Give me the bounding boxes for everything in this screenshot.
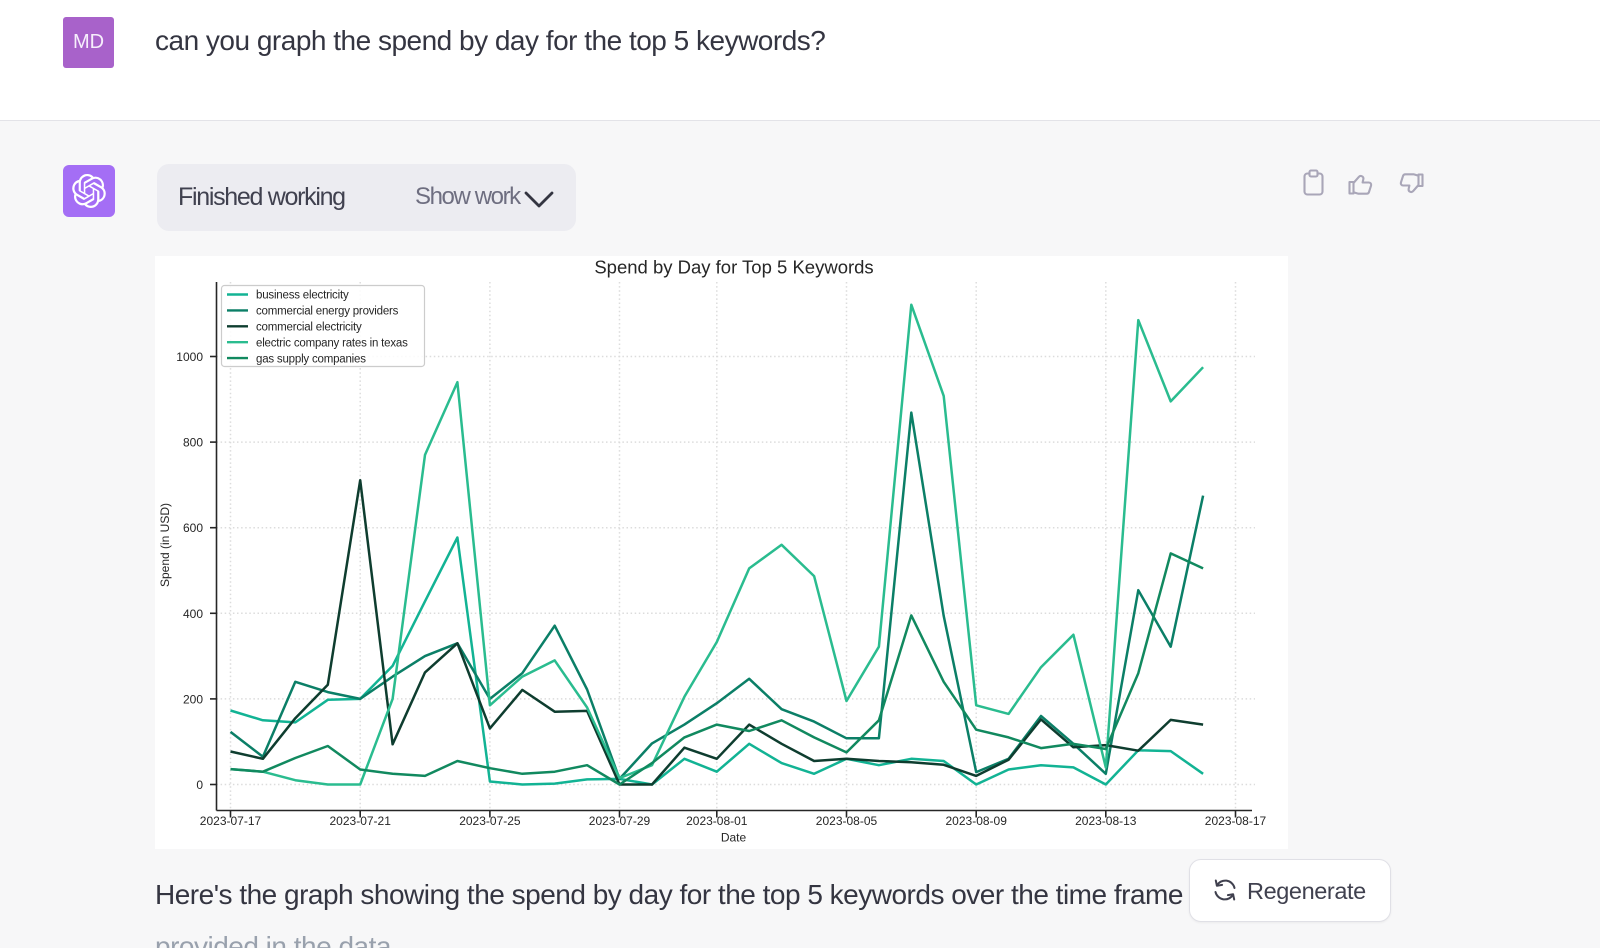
svg-text:2023-08-01: 2023-08-01: [686, 814, 748, 828]
svg-text:commercial energy providers: commercial energy providers: [256, 306, 399, 318]
svg-text:business electricity: business electricity: [256, 290, 349, 302]
svg-text:Spend (in USD): Spend (in USD): [158, 503, 172, 587]
svg-text:2023-08-05: 2023-08-05: [816, 814, 878, 828]
svg-text:commercial electricity: commercial electricity: [256, 322, 362, 334]
svg-text:2023-07-29: 2023-07-29: [589, 814, 651, 828]
svg-text:2023-07-17: 2023-07-17: [200, 814, 262, 828]
svg-text:gas supply companies: gas supply companies: [256, 353, 366, 365]
svg-text:2023-08-17: 2023-08-17: [1205, 814, 1267, 828]
svg-text:Spend by Day for Top 5 Keyword: Spend by Day for Top 5 Keywords: [594, 257, 873, 278]
svg-text:2023-07-21: 2023-07-21: [330, 814, 392, 828]
svg-text:0: 0: [196, 778, 203, 792]
svg-text:1000: 1000: [176, 350, 203, 364]
svg-text:Date: Date: [721, 831, 747, 845]
svg-text:2023-08-09: 2023-08-09: [946, 814, 1008, 828]
svg-text:800: 800: [183, 436, 203, 450]
svg-text:electric company rates in texa: electric company rates in texas: [256, 337, 408, 349]
svg-text:2023-08-13: 2023-08-13: [1075, 814, 1137, 828]
svg-text:400: 400: [183, 607, 203, 621]
svg-text:2023-07-25: 2023-07-25: [459, 814, 521, 828]
svg-text:600: 600: [183, 521, 203, 535]
svg-text:200: 200: [183, 692, 203, 706]
